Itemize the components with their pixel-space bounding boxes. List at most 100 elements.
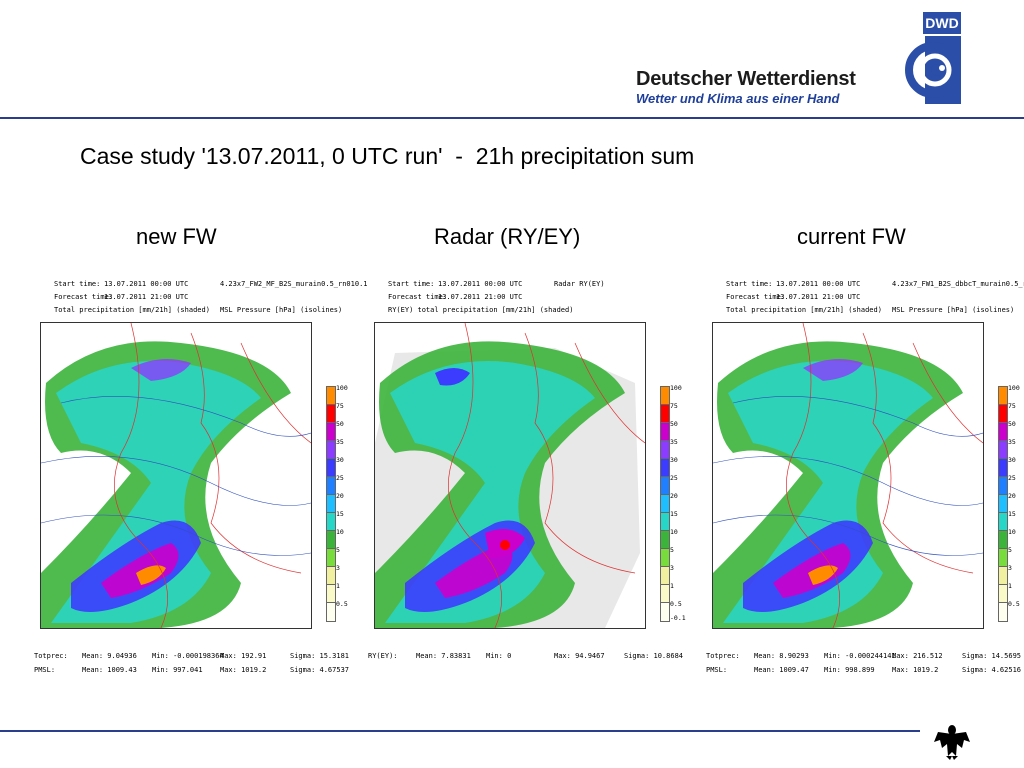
colorbar-swatch [660, 494, 670, 514]
stat-min: Min: 998.899 [824, 666, 875, 674]
top-divider [0, 117, 1024, 119]
field-label: Total precipitation [mm/21h] (shaded) [54, 306, 210, 314]
run-id: Radar RY(EY) [554, 280, 605, 288]
stat-mean: Mean: 8.90293 [754, 652, 809, 660]
colorbar-swatch [326, 548, 336, 568]
precipitation-map [374, 322, 646, 629]
stat-sigma: Sigma: 10.8684 [624, 652, 684, 660]
colorbar-swatch [998, 458, 1008, 478]
colorbar-swatch [326, 386, 336, 406]
colorbar-level: 75 [670, 402, 678, 410]
colorbar-swatch [326, 512, 336, 532]
forecast-time-value: 13.07.2011 21:00 UTC [104, 293, 189, 301]
colorbar-level: 3 [336, 564, 340, 572]
colorbar-level: 30 [670, 456, 678, 464]
colorbar-swatch [998, 476, 1008, 496]
colorbar-level: 5 [1008, 546, 1012, 554]
colorbar-level: 15 [336, 510, 344, 518]
org-name: Deutscher Wetterdienst [636, 68, 856, 90]
stat-sigma: Sigma: 4.67537 [290, 666, 350, 674]
colorbar-level: 25 [1008, 474, 1016, 482]
colorbar-level: 1 [1008, 582, 1012, 590]
colorbar-level: 20 [1008, 492, 1016, 500]
colorbar-level: 15 [1008, 510, 1016, 518]
colorbar-level: 35 [336, 438, 344, 446]
slide-title: Case study '13.07.2011, 0 UTC run' - 21h… [80, 143, 695, 169]
colorbar-level: 10 [336, 528, 344, 536]
spiral-logo-icon [905, 36, 961, 104]
colorbar-extra-level: -0.1 [670, 614, 686, 622]
colorbar-level: 25 [336, 474, 344, 482]
stat-name: PMSL: [34, 666, 56, 674]
start-time-value: 13.07.2011 00:00 UTC [104, 280, 189, 288]
colorbar-swatch [326, 404, 336, 424]
colorbar-level: 20 [336, 492, 344, 500]
colorbar-level: 0.5 [1008, 600, 1020, 608]
stat-sigma: Sigma: 4.62516 [962, 666, 1022, 674]
colorbar-level: 35 [670, 438, 678, 446]
colorbar-swatch [326, 458, 336, 478]
colorbar-swatch [660, 566, 670, 586]
colorbar-swatch [998, 494, 1008, 514]
column-title-radar: Radar (RY/EY) [434, 224, 581, 249]
column-title-current-fw: current FW [797, 224, 906, 249]
colorbar-level: 3 [670, 564, 674, 572]
colorbar-level: 10 [1008, 528, 1016, 536]
colorbar-swatch [326, 476, 336, 496]
colorbar-level: 1 [336, 582, 340, 590]
colorbar-level: 0.5 [670, 600, 682, 608]
colorbar-level: 20 [670, 492, 678, 500]
stat-mean: Mean: 1009.43 [82, 666, 137, 674]
colorbar-level: 35 [1008, 438, 1016, 446]
isolines-label: MSL Pressure [hPa] (isolines) [220, 306, 343, 314]
forecast-time-label: Forecast time: [726, 293, 786, 301]
forecast-time-label: Forecast time: [388, 293, 448, 301]
colorbar-swatch [660, 386, 670, 406]
colorbar-level: 75 [1008, 402, 1016, 410]
colorbar-level: 100 [1008, 384, 1020, 392]
forecast-panel: Start time: 13.07.2011 00:00 UTC Radar RY(… [368, 270, 704, 680]
colorbar-level: 1 [670, 582, 674, 590]
run-id: 4.23x7_FW1_B2S_dbbcT_murain0.5_rn0 [892, 280, 1024, 288]
colorbar-swatch [660, 440, 670, 460]
colorbar-swatch [998, 386, 1008, 406]
colorbar-swatch [660, 476, 670, 496]
federal-eagle-icon [934, 725, 970, 760]
colorbar-level: 30 [1008, 456, 1016, 464]
colorbar-swatch [660, 404, 670, 424]
dwd-badge: DWD [923, 12, 961, 34]
field-label: Total precipitation [mm/21h] (shaded) [726, 306, 882, 314]
colorbar-level: 15 [670, 510, 678, 518]
colorbar-swatch [998, 404, 1008, 424]
stat-min: Min: -0.000244141 [824, 652, 896, 660]
run-id: 4.23x7_FW2_MF_B2S_murain0.5_rn010.1 [220, 280, 368, 288]
start-time-label: Start time: [388, 280, 435, 288]
start-time-value: 13.07.2011 00:00 UTC [776, 280, 861, 288]
stat-name: RY(EY): [368, 652, 398, 660]
colorbar-level: 10 [670, 528, 678, 536]
colorbar-swatch [326, 584, 336, 604]
stat-sigma: Sigma: 15.3181 [290, 652, 350, 660]
forecast-time-value: 13.07.2011 21:00 UTC [438, 293, 523, 301]
isolines-label: MSL Pressure [hPa] (isolines) [892, 306, 1015, 314]
precip-field-graphic [41, 323, 311, 628]
colorbar-level: 3 [1008, 564, 1012, 572]
precipitation-map [712, 322, 984, 629]
colorbar-level: 0.5 [336, 600, 348, 608]
colorbar-swatch [998, 584, 1008, 604]
stat-min: Min: 0 [486, 652, 512, 660]
colorbar-swatch [326, 422, 336, 442]
stat-min: Min: -0.000198364 [152, 652, 224, 660]
forecast-panel: Start time: 13.07.2011 00:00 UTC 4.23x7_FW… [34, 270, 370, 680]
colorbar-swatch [998, 530, 1008, 550]
colorbar-swatch [998, 548, 1008, 568]
colorbar-swatch [660, 602, 670, 622]
precip-field-graphic [713, 323, 983, 628]
field-label: RY(EY) total precipitation [mm/21h] (sha… [388, 306, 574, 314]
stat-name: Totprec: [34, 652, 68, 660]
colorbar-swatch [326, 494, 336, 514]
stat-max: Max: 1019.2 [892, 666, 939, 674]
stat-min: Min: 997.041 [152, 666, 203, 674]
colorbar-level: 50 [670, 420, 678, 428]
stat-max: Max: 192.91 [220, 652, 267, 660]
